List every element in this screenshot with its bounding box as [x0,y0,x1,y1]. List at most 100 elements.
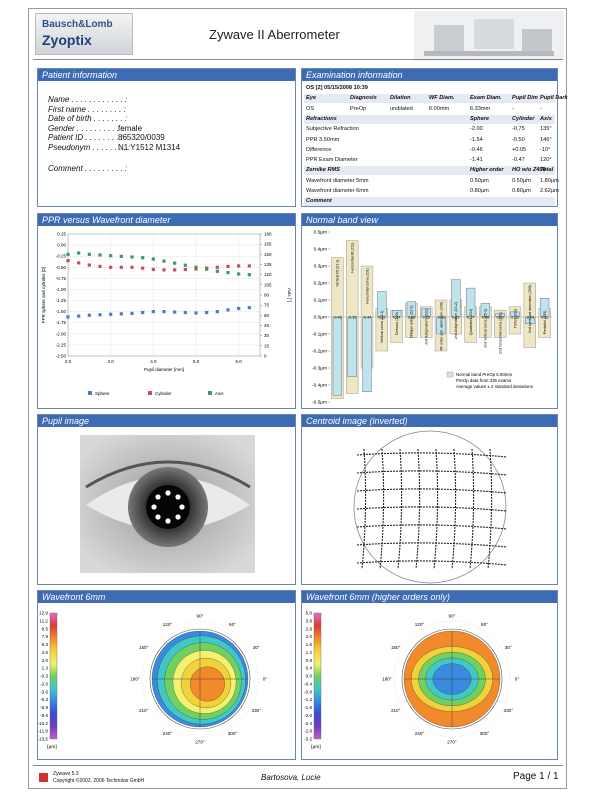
legend-label: Axis [215,391,224,396]
angle-label: 30° [253,645,260,650]
angle-label: 300° [480,731,490,736]
data-point [98,264,102,268]
angle-label: 270° [447,740,457,745]
data-point [226,271,230,275]
table-cell: -0.46 [470,146,483,153]
scale-label: 3.0 [42,658,49,663]
category-label: 4th order sph. aberration (Z40) [439,302,443,351]
y-tick-label: -2.50 [56,354,67,359]
table-cell: Sphere [470,115,489,122]
y2-tick-label: 90 [264,293,270,298]
value-label: -0.35 [348,316,357,320]
value-bar [510,311,520,318]
table-cell: 0.50µm [512,177,531,184]
data-point [141,266,145,270]
data-point [66,315,70,319]
map-outline [149,628,251,730]
field-value: N1 Y1512 M1314 [118,142,181,152]
centroid-picture [353,430,508,584]
x-tick-label: 6.0 [236,359,243,364]
row-shade [304,166,555,176]
y2-tick-label: 135 [264,262,272,267]
angle-label: 210° [139,708,149,713]
table-cell: 6.00mm [429,105,450,112]
field-label: Pseudonym . . . . . . . . : [48,142,131,152]
pupil-photo [80,435,255,573]
grid-trace [487,448,493,570]
table-cell: 120° [540,157,552,164]
data-point [226,264,230,268]
table-cell: Pupil Dim [512,95,538,102]
angle-label: 30° [505,645,512,650]
data-point [151,267,155,272]
y-tick-label: -0.4µm [312,383,327,389]
exam-panel: Examination information OS [2] 05/15/200… [301,68,568,207]
angle-label: 300° [228,731,238,736]
data-point [183,263,187,267]
panel-title: Pupil image [38,415,295,427]
scale-label: 1.3 [42,666,49,671]
field-label: First name . . . . . . . . : [48,104,126,114]
table-cell: -0.50 [512,136,525,143]
field-label: Date of birth . . . . . . . : [48,114,128,123]
table-cell: Eye [306,95,316,102]
y2-axis-title: Axis [°] [287,288,292,302]
data-point [173,268,177,272]
data-point [237,272,241,276]
category-label: Horizontal tilt (Z11) [351,243,355,273]
category-label: Defocus (Z20) [395,312,399,335]
wavefront-map: 12.9 11.2 9.5 7.9 6.3 4.6 3.0 1.3 -0.3 -2.0 -3.6 -5… [38,611,268,751]
footer-page: Page 1 / 1 [513,771,559,782]
panel-title: Centroid image (inverted) [302,415,557,427]
y2-tick-label: 120 [264,272,272,277]
table-cell: Dilation [390,95,411,102]
scale-label: -6.9 [40,705,48,710]
table-cell: -0.75 [512,126,525,133]
scale-label: -8.6 [40,713,48,718]
normal-band [523,282,536,348]
grid-trace [356,488,508,494]
table-cell: -0.47 [512,157,525,164]
scale-label: -2.4 [304,721,312,726]
scale-label: 1.6 [306,642,313,647]
value-label: 0.17 [467,316,474,320]
table-cell: 0.80µm [512,188,531,194]
y-tick-label: -1.25 [56,298,67,303]
data-point [119,265,123,269]
angle-label: 120° [415,622,425,627]
scale-unit: [µm] [311,744,320,750]
footer-version: Zywave 5.3 [53,771,79,777]
x-axis-title: Pupil diameter [mm] [144,367,184,372]
grid-trace [397,448,403,570]
value-label: -0.10 [437,316,446,320]
category-label: 2nd Astigmatism (Z22) [425,309,429,345]
category-label: Vertical tilt (Z1-1) [336,260,340,287]
y-tick-label: -0.3µm [312,366,327,372]
logo: Bausch&Lomb Zyoptix [35,13,133,55]
angle-label: 90° [197,614,204,619]
angle-label: 60° [229,622,236,627]
scale-label: 7.9 [42,634,49,639]
table-cell: 0.80µm [470,188,489,194]
table-cell: PPR 3.50mm [306,136,340,143]
data-point [109,254,113,258]
y2-tick-label: 150 [264,252,272,257]
data-point [183,267,187,272]
device-picture [414,11,564,61]
value-label: 0.22 [452,316,459,320]
table-cell: OS [306,105,315,112]
x-tick-label: 2.0 [65,359,72,364]
data-point [151,310,155,314]
angle-label: 120° [163,622,173,627]
y-tick-label: -0.2µm [312,349,327,355]
row-shade [304,114,555,124]
field-label: Gender . . . . . . . . . . : [48,123,124,133]
grid-trace [356,470,508,476]
data-point [98,253,102,257]
table-cell: -1.41 [470,157,483,164]
grid-trace [415,448,421,570]
scale-label: 2.8 [306,626,313,631]
header-rule [33,59,563,60]
value-bar [421,308,431,318]
angle-label: 330° [504,708,514,713]
